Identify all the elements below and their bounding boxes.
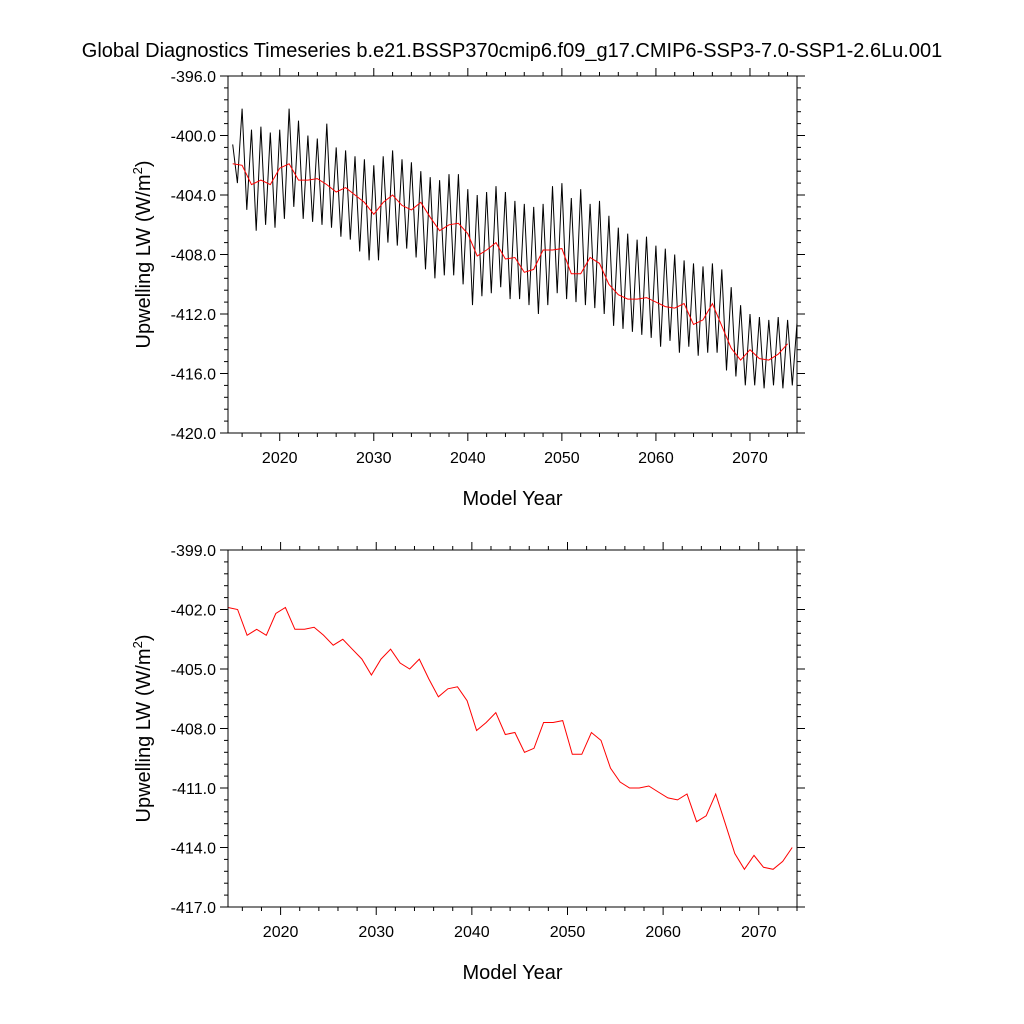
y-tick-label: -402.0 [171,603,216,620]
x-tick-label: 2040 [454,924,490,941]
y-tick-label: -414.0 [171,841,216,858]
y-tick-label: -400.0 [171,129,216,146]
plot-frame [227,549,798,908]
page-title: Global Diagnostics Timeseries b.e21.BSSP… [81,40,943,62]
x-tick-label: 2070 [741,924,777,941]
y-tick-label: -420.0 [171,426,216,443]
x-tick-label: 2040 [450,450,486,467]
x-tick-label: 2060 [638,450,674,467]
y-tick-label: -417.0 [171,900,216,917]
series-annual-line [232,163,788,361]
x-tick-label: 2020 [262,450,298,467]
x-tick-label: 2070 [732,450,768,467]
y-tick-label: -405.0 [171,662,216,679]
y-tick-label: -416.0 [171,367,216,384]
y-tick-label: -408.0 [171,722,216,739]
y-tick-label: -411.0 [172,781,216,798]
lower-timeseries-chart: 2020 2030 2040 2050 2060 2070 -399.0 -402.0 -405… [130,542,805,984]
y-tick-label: -404.0 [171,188,216,205]
x-tick-label: 2020 [263,924,299,941]
upper-timeseries-chart: 2020 2030 2040 2050 2060 2070 -396.0 -400.0 -404… [130,68,805,510]
x-axis-title: Model Year [462,962,562,984]
x-tick-label: 2060 [645,924,681,941]
x-tick-label: 2030 [356,450,392,467]
y-axis-title: Upwelling LW (W/m2) [130,161,155,349]
series-annual-line [227,606,793,871]
x-tick-label: 2030 [358,924,394,941]
series-monthly-line [232,108,798,389]
x-tick-label: 2050 [550,924,586,941]
y-tick-label: -408.0 [171,248,216,265]
y-tick-label: -399.0 [171,543,216,560]
x-axis-title: Model Year [462,488,562,510]
y-axis-title: Upwelling LW (W/m2) [130,635,155,823]
y-tick-label: -412.0 [171,307,216,324]
y-tick-label: -396.0 [171,69,216,86]
x-tick-label: 2050 [544,450,580,467]
